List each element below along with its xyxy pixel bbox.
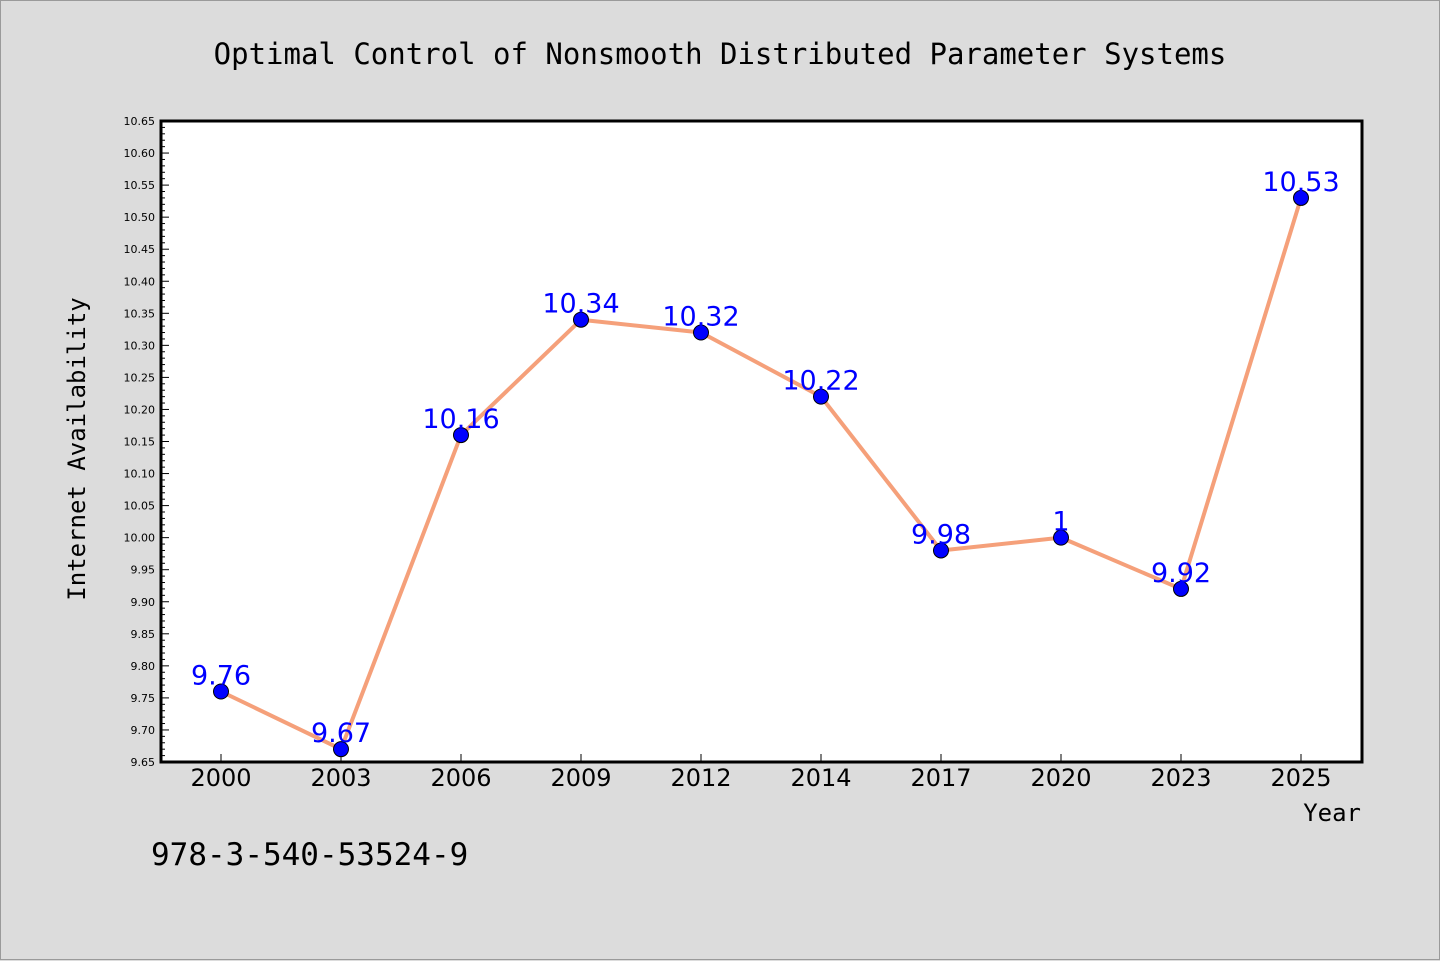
data-point [1293, 189, 1309, 206]
isbn-footer: 978-3-540-53524-9 [151, 837, 468, 873]
y-tick-label: 9.90 [131, 596, 156, 609]
data-label: 10.53 [1262, 167, 1339, 198]
data-point [453, 427, 469, 444]
y-tick-label: 10.05 [124, 500, 156, 513]
y-tick-label: 10.20 [124, 403, 156, 416]
data-label: 9.67 [311, 718, 371, 749]
y-tick-label: 9.70 [131, 724, 156, 737]
data-point [813, 388, 829, 405]
x-tick-label: 2006 [430, 764, 491, 792]
y-tick-label: 10.00 [124, 532, 156, 545]
x-tick-label: 2000 [190, 764, 251, 792]
y-tick-label: 10.25 [124, 371, 156, 384]
data-point [933, 542, 949, 559]
x-axis-label: Year [1303, 799, 1361, 827]
y-tick-label: 10.55 [124, 179, 156, 192]
x-tick-label: 2009 [550, 764, 611, 792]
y-tick-label: 10.50 [124, 211, 156, 224]
y-tick-label: 9.85 [131, 628, 156, 641]
x-tick-label: 2012 [670, 764, 731, 792]
x-tick-label: 2003 [310, 764, 371, 792]
data-point [213, 683, 229, 700]
y-tick-label: 9.65 [131, 756, 156, 769]
y-tick-label: 10.35 [124, 307, 156, 320]
chart-title: Optimal Control of Nonsmooth Distributed… [214, 37, 1227, 71]
plot-area [161, 121, 1362, 762]
y-tick-label: 9.80 [131, 660, 156, 673]
y-tick-label: 10.10 [124, 468, 156, 481]
data-point [1053, 529, 1069, 546]
data-label: 9.98 [911, 519, 971, 550]
x-axis: 2000 2003 2006 2009 2012 2014 2017 2020 2023 2025 [190, 754, 1332, 792]
data-label: 1 [1052, 507, 1069, 538]
y-tick-label: 9.75 [131, 692, 156, 705]
data-label: 10.32 [662, 302, 739, 333]
data-label: 10.16 [422, 404, 499, 435]
series-line [219, 195, 1303, 752]
y-tick-label: 10.40 [124, 275, 156, 288]
x-tick-label: 2017 [910, 764, 971, 792]
data-label: 9.76 [191, 660, 251, 691]
data-point [573, 311, 589, 328]
y-tick-label: 10.65 [124, 115, 156, 128]
x-tick-label: 2020 [1030, 764, 1091, 792]
x-tick-label: 2025 [1270, 764, 1331, 792]
data-label: 10.34 [542, 289, 619, 320]
data-point [1173, 580, 1189, 597]
y-axis-label: Internet Availability [63, 297, 91, 600]
data-point [693, 324, 709, 341]
x-tick-label: 2014 [790, 764, 851, 792]
series-group: 9.76 9.67 10.16 10.34 10.32 10.22 9.98 1 9.92 10.… [191, 167, 1340, 758]
data-label: 10.22 [782, 366, 859, 397]
data-point [333, 741, 349, 758]
x-tick-label: 2023 [1150, 764, 1211, 792]
y-tick-label: 10.45 [124, 243, 156, 256]
y-axis: 9.65 9.70 9.75 9.80 9.85 9.90 9.95 10.00 10.05 10… [124, 115, 169, 769]
y-tick-label: 10.30 [124, 339, 156, 352]
y-tick-label: 10.60 [124, 147, 156, 160]
y-tick-label: 9.95 [131, 564, 156, 577]
y-tick-label: 10.15 [124, 436, 156, 449]
plot-frame [159, 119, 1364, 764]
data-label: 9.92 [1151, 558, 1211, 589]
